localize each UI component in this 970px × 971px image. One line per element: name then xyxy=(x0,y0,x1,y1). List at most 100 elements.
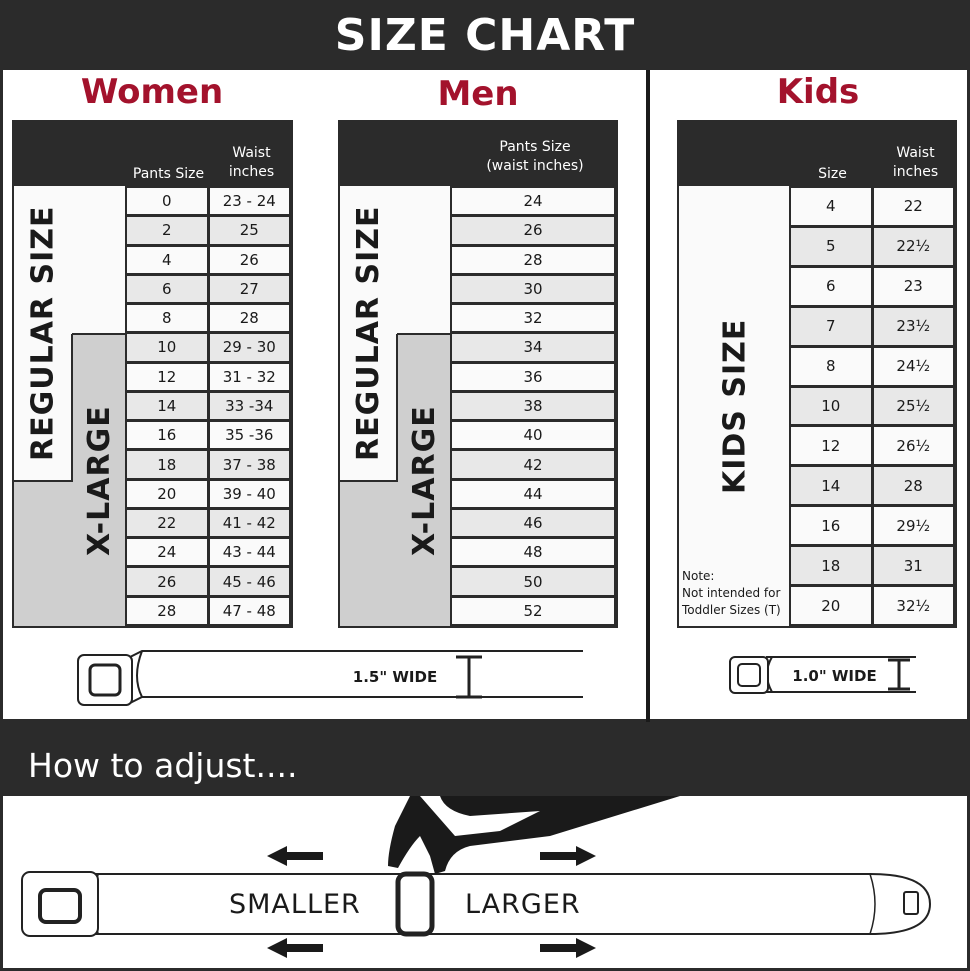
kids-cell: 24½ xyxy=(873,347,953,385)
men-cell: 34 xyxy=(452,334,614,361)
men-cell: 46 xyxy=(452,509,614,537)
women-header-size: Pants Size xyxy=(132,166,205,182)
kids-cell: 18 xyxy=(791,547,871,585)
chart-frame xyxy=(0,70,970,722)
adjust-heading: How to adjust.... xyxy=(0,722,970,796)
women-cell: 10 xyxy=(127,334,207,361)
women-cell: 37 - 38 xyxy=(209,451,289,478)
women-cell: 24 xyxy=(127,539,207,566)
men-cell: 42 xyxy=(452,451,614,478)
divider xyxy=(646,70,650,722)
women-cell: 28 xyxy=(127,597,207,624)
arrow-right-icon xyxy=(540,846,596,866)
kids-cell: 8 xyxy=(791,347,871,385)
kids-cell: 16 xyxy=(791,507,871,545)
men-cell: 36 xyxy=(452,363,614,390)
men-table: Pants Size (waist inches) REGULAR SIZE X… xyxy=(338,120,618,628)
kids-header-waist: Waist inches xyxy=(892,145,939,180)
women-cell: 18 xyxy=(127,451,207,478)
kids-cell: 5 xyxy=(791,227,871,265)
kids-header-size: Size xyxy=(818,166,847,182)
women-table: Pants Size Waist inches REGULAR SIZE X-L… xyxy=(12,120,293,628)
women-belt-width: 1.5" WIDE xyxy=(352,668,438,686)
women-cell: 4 xyxy=(127,246,207,273)
women-cell: 6 xyxy=(127,275,207,303)
kids-cell: 23½ xyxy=(873,307,953,345)
women-cell: 0 xyxy=(127,188,207,215)
kids-cell: 10 xyxy=(791,387,871,425)
women-cell: 33 -34 xyxy=(209,392,289,420)
men-cell: 52 xyxy=(452,597,614,624)
kids-cell: 23 xyxy=(873,267,953,305)
men-cell: 30 xyxy=(452,275,614,303)
women-xlarge-label: X-LARGE xyxy=(82,405,117,557)
adjust-belt-illustration xyxy=(21,796,932,958)
kids-cell: 12 xyxy=(791,427,871,465)
kids-cell: 25½ xyxy=(873,387,953,425)
women-cell: 12 xyxy=(127,363,207,390)
kids-cell: 6 xyxy=(791,267,871,305)
kids-cell: 32½ xyxy=(873,587,953,624)
kids-belt-width: 1.0" WIDE xyxy=(792,667,877,685)
women-cell: 45 - 46 xyxy=(209,568,289,595)
women-cell: 39 - 40 xyxy=(209,480,289,507)
kids-cell: 29½ xyxy=(873,507,953,545)
women-cell: 25 xyxy=(209,217,289,244)
women-cell: 41 - 42 xyxy=(209,509,289,537)
men-cell: 24 xyxy=(452,188,614,215)
kids-cell: 14 xyxy=(791,467,871,505)
women-cell: 28 xyxy=(209,305,289,332)
women-cell: 29 - 30 xyxy=(209,334,289,361)
belt-1-0-inch-illustration xyxy=(729,656,916,694)
arrow-left-icon xyxy=(267,938,323,958)
kids-note: Note: Not intended for Toddler Sizes (T) xyxy=(682,569,781,617)
smaller-label: SMALLER xyxy=(229,889,361,920)
women-cell: 20 xyxy=(127,480,207,507)
kids-cell: 26½ xyxy=(873,427,953,465)
kids-title: Kids xyxy=(776,72,860,112)
kids-cell: 28 xyxy=(873,467,953,505)
kids-cell: 7 xyxy=(791,307,871,345)
women-cell: 31 - 32 xyxy=(209,363,289,390)
men-header-size: Pants Size (waist inches) xyxy=(486,139,584,174)
hand-icon xyxy=(388,796,680,874)
men-cell: 50 xyxy=(452,568,614,595)
women-cell: 23 - 24 xyxy=(209,188,289,215)
adjust-panel xyxy=(0,796,970,971)
women-cell: 8 xyxy=(127,305,207,332)
women-cell: 22 xyxy=(127,509,207,537)
men-cell: 38 xyxy=(452,392,614,420)
kids-cell: 20 xyxy=(791,587,871,624)
belt-1-5-inch-illustration xyxy=(77,650,583,706)
kids-cell: 31 xyxy=(873,547,953,585)
men-cell: 44 xyxy=(452,480,614,507)
women-cell: 43 - 44 xyxy=(209,539,289,566)
women-regular-label: REGULAR SIZE xyxy=(25,205,61,461)
men-xlarge-label: X-LARGE xyxy=(407,405,442,557)
kids-size-label: KIDS SIZE xyxy=(717,318,753,494)
men-cell: 28 xyxy=(452,246,614,273)
page-title: SIZE CHART xyxy=(0,0,970,70)
men-cell: 48 xyxy=(452,539,614,566)
kids-cell: 22½ xyxy=(873,227,953,265)
women-cell: 16 xyxy=(127,422,207,449)
men-title: Men xyxy=(437,74,519,114)
men-cell: 26 xyxy=(452,217,614,244)
men-regular-label: REGULAR SIZE xyxy=(351,205,386,461)
women-cell: 2 xyxy=(127,217,207,244)
kids-table: Size Waist inches KIDS SIZE Note: Not in… xyxy=(677,120,957,628)
women-cell: 47 - 48 xyxy=(209,597,289,624)
women-cell: 26 xyxy=(209,246,289,273)
arrow-left-icon xyxy=(267,846,323,866)
women-cell: 14 xyxy=(127,392,207,420)
women-title: Women xyxy=(80,72,224,112)
women-cell: 35 -36 xyxy=(209,422,289,449)
women-header-waist: Waist inches xyxy=(228,145,275,180)
women-cell: 26 xyxy=(127,568,207,595)
men-cell: 40 xyxy=(452,422,614,449)
arrow-right-icon xyxy=(540,938,596,958)
men-cell: 32 xyxy=(452,305,614,332)
kids-cell: 4 xyxy=(791,188,871,225)
larger-label: LARGER xyxy=(465,889,581,920)
kids-cell: 22 xyxy=(873,188,953,225)
